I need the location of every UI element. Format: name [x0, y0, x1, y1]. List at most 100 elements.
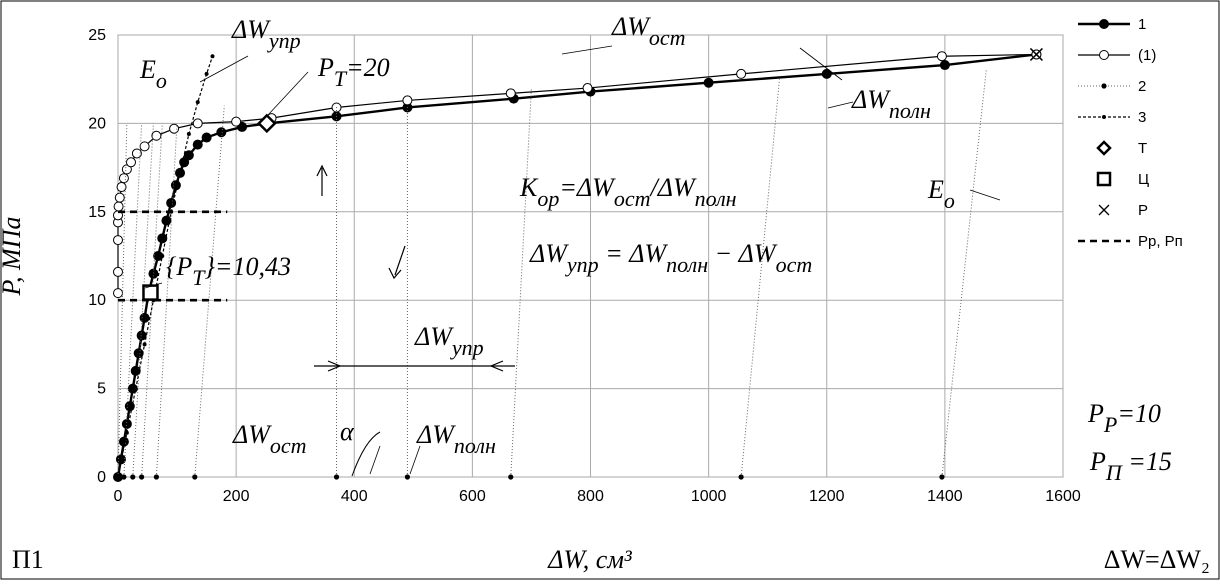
- annotation-part: P: [317, 53, 334, 82]
- series-1-point: [939, 60, 950, 71]
- span-arrow-right: [489, 360, 504, 372]
- series-3-point: [133, 386, 138, 391]
- tick-labels: 0 200 400 600 800 1000 1200 1400 1600 0 5 10 15 20 25: [88, 27, 1081, 505]
- series-open-point: [231, 116, 242, 127]
- x-tick-label: 1400: [927, 488, 963, 505]
- legend-label: (1): [1138, 47, 1156, 64]
- legend: 1 (1) 2 3 ТЦР Рр, Рп: [1078, 16, 1183, 250]
- legend-label: Ц: [1138, 171, 1149, 188]
- series-2-line: [510, 88, 532, 478]
- series-1-point: [216, 127, 227, 138]
- annotation-text: ΔWполн: [851, 85, 931, 123]
- annotation-part: ΔW: [529, 239, 569, 268]
- annotation-part: /ΔW: [648, 173, 696, 202]
- series-3-point: [160, 254, 165, 258]
- x-tick-label: 1200: [809, 488, 845, 505]
- x-axis-label: ΔW, см³: [547, 545, 633, 574]
- x-tick-label: 1600: [1045, 488, 1081, 505]
- data-series: [113, 47, 1043, 482]
- legend-marker-t: [1096, 140, 1112, 156]
- annotation-part: T: [334, 66, 348, 91]
- annotation-part: E: [927, 175, 944, 204]
- annotation-part: ΔW: [611, 12, 651, 41]
- annotation-part: E: [139, 55, 156, 84]
- series-1-point: [703, 77, 714, 88]
- annotation-part: = ΔW: [599, 239, 669, 268]
- series-open-point: [113, 266, 123, 277]
- annotation-part: =20: [346, 53, 390, 82]
- series-1-point: [121, 418, 132, 429]
- x-tick-label: 600: [459, 488, 486, 505]
- series-2-point: [508, 474, 514, 480]
- series-1-point: [124, 401, 135, 412]
- annotation-part: полн: [666, 252, 708, 277]
- x-tick-label: 0: [114, 488, 123, 505]
- series-2-point: [130, 474, 136, 480]
- x-axis-note: ΔW=ΔW₂: [1104, 545, 1210, 574]
- series-1-point: [139, 312, 150, 323]
- annotation-part: K: [519, 173, 539, 202]
- series-1-point: [192, 139, 203, 150]
- annotation-part: α: [340, 417, 355, 446]
- series-open-point: [402, 95, 413, 106]
- annotation-part: полн: [695, 186, 737, 211]
- series-1-point: [821, 68, 832, 79]
- annotation-part: упр: [267, 28, 301, 53]
- series-open-point: [118, 173, 129, 184]
- series-1-point: [161, 215, 172, 226]
- series-3-point: [142, 342, 147, 347]
- annotation-text: Eo: [927, 175, 955, 213]
- annotation-part: =15: [1122, 447, 1172, 476]
- annotation-part: упр: [450, 335, 484, 360]
- x-tick-label: 800: [577, 488, 604, 505]
- legend-marker-1: [1099, 19, 1109, 29]
- annotation-part: полн: [454, 433, 496, 458]
- series-3-point: [186, 132, 191, 137]
- annotation-pointer: [267, 71, 309, 116]
- legend-marker-2: [1101, 83, 1107, 89]
- annotation-part: P: [1089, 447, 1106, 476]
- chart-annotations: P, МПа ΔW, см³ Π1 ΔW=ΔW₂ EoΔWупрPT=20ΔWо…: [0, 12, 1210, 574]
- annotation-pointer: [561, 45, 613, 55]
- legend-marker-p: [1098, 204, 1110, 216]
- annotation-part: ΔW: [231, 15, 271, 44]
- marker-t: [257, 113, 277, 134]
- series-open-point: [582, 83, 593, 94]
- annotation-part: }=10,43: [205, 252, 291, 281]
- annotation-part: полн: [889, 98, 931, 123]
- series-2-line: [117, 123, 128, 478]
- annotation-part: ост: [614, 186, 651, 211]
- series-1-point: [133, 348, 144, 359]
- series-1-point: [170, 180, 181, 191]
- annotation-part: ΔW: [414, 322, 454, 351]
- annotation-pointer: [409, 445, 421, 475]
- series-open-point: [114, 192, 125, 203]
- series-2-point: [738, 474, 744, 480]
- series-3-line: [117, 56, 214, 478]
- annotation-part: P: [1087, 399, 1104, 428]
- annotation-text: PП =15: [1089, 447, 1172, 485]
- legend-marker-c: [1096, 171, 1112, 187]
- series-open-point: [151, 130, 162, 141]
- x-tick-label: 1000: [691, 488, 727, 505]
- series-2-line: [194, 105, 225, 478]
- x-tick-label: 400: [341, 488, 368, 505]
- series-2-line: [941, 70, 987, 478]
- annotation-text: Kop=ΔWост/ΔWполн: [519, 173, 737, 211]
- y-axis-label: P, МПа: [0, 217, 26, 297]
- annotation-text: {PT}=10,43: [166, 252, 291, 290]
- series-open-point: [113, 288, 123, 299]
- series-1-point: [118, 436, 129, 447]
- legend-label: Р: [1138, 202, 1148, 219]
- marker-p: [1029, 47, 1043, 61]
- series-1-point: [166, 197, 177, 208]
- annotation-text: ΔWупр: [414, 322, 484, 360]
- series-1-point: [136, 330, 147, 341]
- annotation-part: ост: [270, 433, 307, 458]
- annotation-text: PP=10: [1087, 399, 1161, 437]
- annotation-part: =10: [1117, 399, 1161, 428]
- series-open-point: [125, 157, 136, 168]
- annotation-text: Eo: [139, 55, 167, 93]
- annotation-part: П: [1105, 460, 1123, 485]
